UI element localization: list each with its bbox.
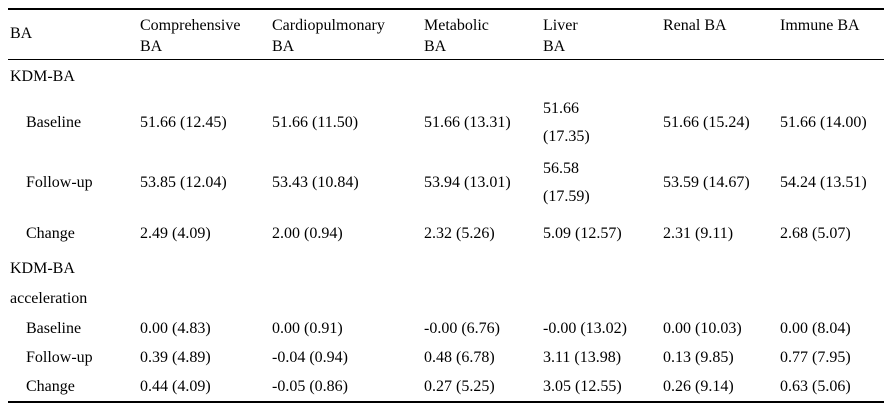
value-cell: 0.48 (6.78) [424, 349, 495, 366]
row-label: Follow-up [26, 349, 93, 366]
value-cell: 0.77 (7.95) [780, 349, 851, 366]
value-cell: 0.00 (4.83) [140, 319, 211, 337]
ba-summary-table: BA Comprehensive BA Cardiopulmonary BA Meta… [8, 8, 884, 403]
value-cell: 2.32 (5.26) [424, 224, 495, 242]
value-cell: 51.66 (15.24) [663, 113, 750, 131]
value-cell: 0.63 (5.06) [780, 377, 851, 395]
table-row: Follow-up 0.39 (4.89) -0.04 (0.94) 0.48 (6.… [8, 344, 884, 373]
value-cell [541, 254, 661, 314]
value-cell: 0.27 (5.25) [424, 377, 495, 395]
value-cell: 2.49 (4.09) [140, 224, 211, 242]
value-cell: 0.00 (8.04) [780, 319, 851, 337]
row-label: Baseline [26, 113, 82, 131]
table-header: BA Comprehensive BA Cardiopulmonary BA Meta… [8, 9, 884, 60]
value-cell: -0.00 (6.76) [424, 319, 500, 337]
table-row: Follow-up 53.85 (12.04) 53.43 (10.84) 53.94… [8, 152, 884, 214]
value-cell [778, 60, 884, 94]
row-label: Follow-up [26, 173, 93, 191]
column-header: Renal BA [663, 17, 727, 34]
row-label: Baseline [26, 319, 82, 337]
value-cell [422, 60, 541, 94]
row-label: Change [26, 377, 75, 395]
row-label: KDM-BA acceleration [10, 259, 88, 307]
value-cell: 53.43 (10.84) [272, 173, 359, 191]
column-header: Liver BA [543, 17, 578, 55]
value-cell: 0.00 (10.03) [663, 319, 742, 337]
value-cell [138, 60, 270, 94]
paper-table-page: BA Comprehensive BA Cardiopulmonary BA Meta… [8, 8, 884, 403]
value-cell: 51.66 (12.45) [140, 113, 227, 131]
value-cell: 53.59 (14.67) [663, 173, 750, 191]
value-cell: 2.68 (5.07) [780, 224, 851, 242]
row-label: Change [26, 224, 75, 242]
value-cell: 51.66 (11.50) [272, 113, 359, 131]
value-cell: 0.13 (9.85) [663, 349, 734, 366]
value-cell [661, 60, 778, 94]
section-row: KDM-BA acceleration [8, 254, 884, 314]
value-cell [541, 60, 661, 94]
value-cell: 56.58 (17.59) [543, 159, 590, 205]
section-row: KDM-BA [8, 60, 884, 94]
column-header: Metabolic BA [424, 17, 489, 55]
value-cell: 3.11 (13.98) [543, 349, 622, 366]
value-cell: 53.94 (13.01) [424, 173, 511, 191]
value-cell: 54.24 (13.51) [780, 173, 867, 191]
table-row: Change 2.49 (4.09) 2.00 (0.94) 2.32 (5.26) 5… [8, 214, 884, 254]
table-header-row: BA Comprehensive BA Cardiopulmonary BA Meta… [8, 9, 884, 60]
value-cell: -0.05 (0.86) [272, 377, 348, 395]
value-cell: 53.85 (12.04) [140, 173, 227, 191]
column-header: Cardiopulmonary BA [272, 17, 385, 55]
table-row: Change 0.44 (4.09) -0.05 (0.86) 0.27 (5.25)… [8, 373, 884, 402]
value-cell [270, 60, 422, 94]
value-cell: 51.66 (14.00) [780, 113, 867, 131]
value-cell [661, 254, 778, 314]
table-row: Baseline 0.00 (4.83) 0.00 (0.91) -0.00 (6.7… [8, 314, 884, 344]
value-cell: 0.44 (4.09) [140, 377, 211, 395]
row-label: KDM-BA [10, 67, 75, 85]
value-cell: 2.00 (0.94) [272, 224, 343, 242]
value-cell: 5.09 (12.57) [543, 224, 622, 242]
value-cell: 3.05 (12.55) [543, 377, 622, 395]
value-cell: 51.66 (17.35) [543, 99, 590, 145]
value-cell [138, 254, 270, 314]
value-cell: -0.04 (0.94) [272, 349, 348, 366]
value-cell [270, 254, 422, 314]
value-cell: -0.00 (13.02) [543, 319, 627, 337]
value-cell [422, 254, 541, 314]
value-cell: 0.26 (9.14) [663, 377, 734, 395]
value-cell: 0.00 (0.91) [272, 319, 343, 337]
table-row: Baseline 51.66 (12.45) 51.66 (11.50) 51.66 … [8, 94, 884, 152]
value-cell [778, 254, 884, 314]
column-header: Comprehensive BA [140, 17, 241, 55]
value-cell: 51.66 (13.31) [424, 113, 511, 131]
value-cell: 2.31 (9.11) [663, 224, 734, 242]
table-body: KDM-BA Baseline 51.66 (12.45) 51.66 (11.50)… [8, 60, 884, 402]
column-header: BA [10, 25, 33, 42]
value-cell: 0.39 (4.89) [140, 349, 211, 366]
column-header: Immune BA [780, 17, 860, 34]
